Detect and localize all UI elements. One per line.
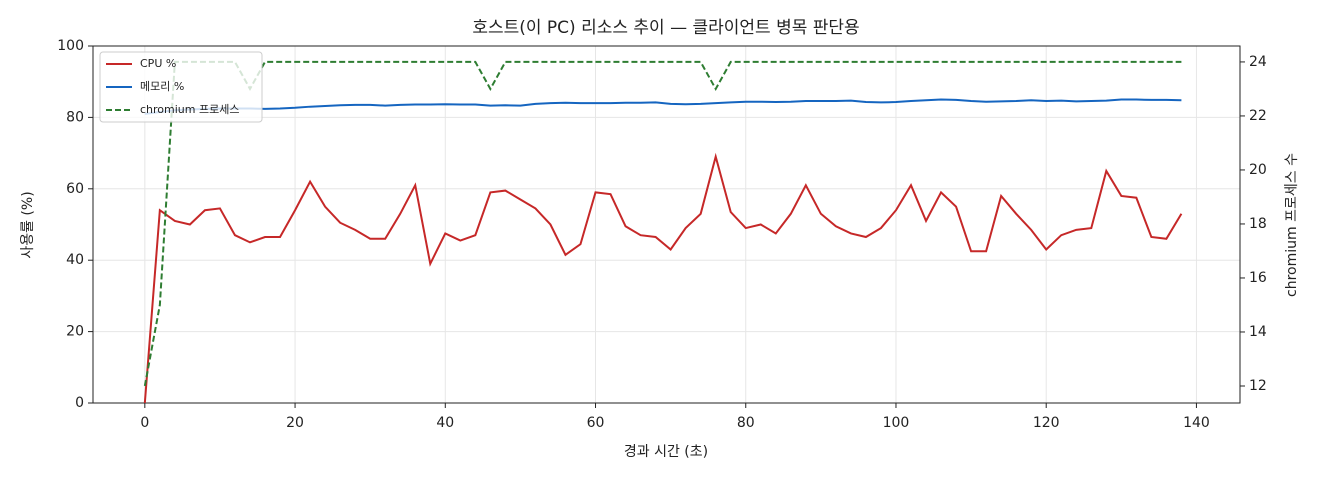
- y2-axis-label: chromium 프로세스 수: [1284, 153, 1300, 297]
- y-tick-label: 0: [75, 395, 84, 411]
- y2-tick-label: 20: [1249, 162, 1267, 178]
- series-line: [144, 98, 1182, 115]
- legend-label: 메모리 %: [140, 80, 184, 93]
- y-axis-label: 사용률 (%): [20, 191, 36, 258]
- series-line: [143, 152, 1183, 404]
- y2-tick-label: 12: [1249, 378, 1267, 394]
- y2-tick-label: 14: [1249, 324, 1267, 340]
- x-tick-label: 60: [587, 415, 605, 431]
- x-tick-label: 120: [1033, 415, 1060, 431]
- y2-tick-label: 22: [1249, 108, 1267, 124]
- series-line: [143, 60, 1182, 387]
- legend-box: [99, 51, 263, 123]
- x-tick-label: 80: [737, 415, 755, 431]
- y-tick-label: 20: [66, 324, 84, 340]
- y2-tick-label: 24: [1249, 54, 1267, 70]
- legend-label: CPU %: [140, 57, 176, 70]
- y2-tick-label: 18: [1249, 216, 1267, 232]
- x-tick-label: 140: [1183, 415, 1210, 431]
- x-tick-label: 20: [286, 415, 304, 431]
- plot-frame: [92, 45, 1241, 404]
- x-axis-label: 경과 시간 (초): [624, 444, 708, 460]
- y-tick-label: 60: [66, 181, 84, 197]
- y2-tick-label: 16: [1249, 270, 1267, 286]
- x-tick-label: 100: [883, 415, 910, 431]
- legend: CPU % 메모리 % chromium 프로세스: [99, 51, 263, 123]
- x-tick-label: 40: [436, 415, 454, 431]
- y-tick-label: 40: [66, 252, 84, 268]
- legend-label: chromium 프로세스: [140, 103, 239, 116]
- chart-title: 호스트(이 PC) 리소스 추이 — 클라이언트 병목 판단용: [472, 18, 859, 38]
- y-tick-label: 80: [66, 109, 84, 125]
- x-tick-label: 0: [140, 415, 149, 431]
- y-tick-label: 100: [57, 38, 84, 54]
